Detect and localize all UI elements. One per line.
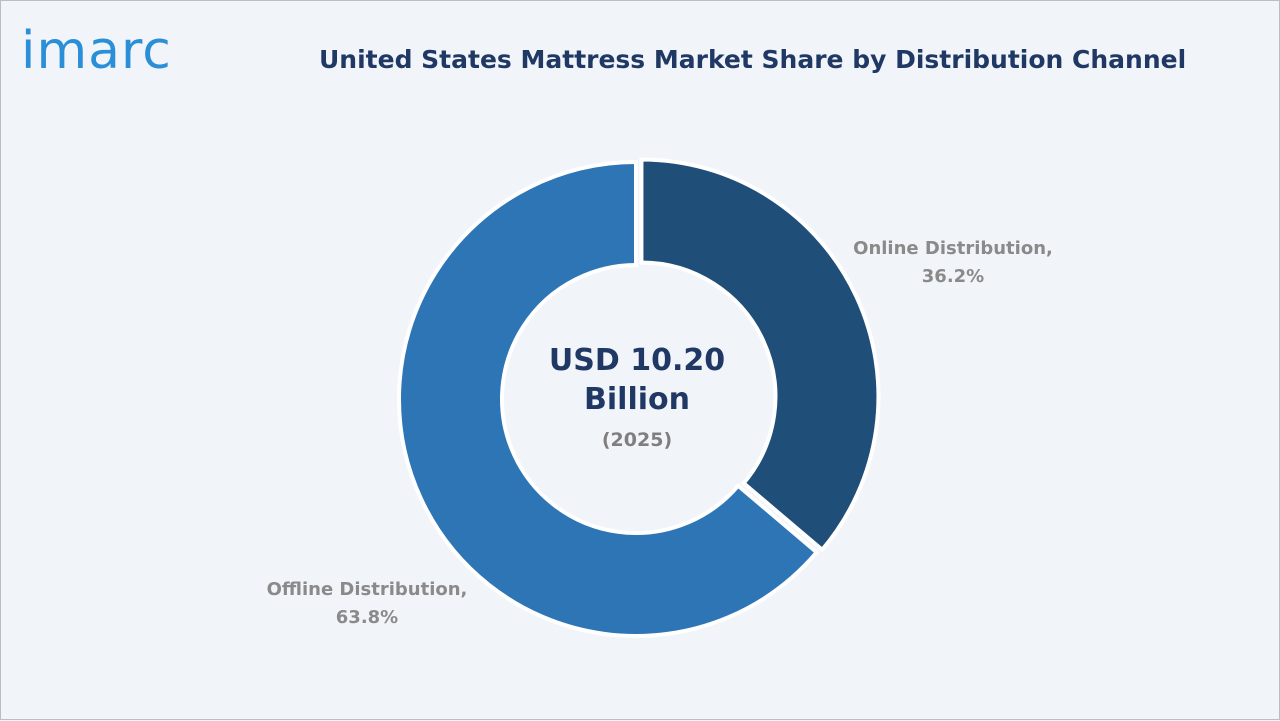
slice-label-online: Online Distribution, 36.2% [843,235,1063,291]
donut-center-text: USD 10.20 Billion (2025) [521,341,753,451]
donut-slice-online [639,157,881,553]
market-size-year: (2025) [601,429,673,451]
slice-label-online-name: Online Distribution, [853,238,1053,259]
slice-label-offline: Offline Distribution, 63.8% [257,576,477,632]
market-size-value: USD 10.20 Billion [548,343,726,417]
imarc-logo: imarc [21,21,172,81]
slice-label-offline-name: Offline Distribution, [266,579,468,600]
chart-title: United States Mattress Market Share by D… [319,45,1187,74]
slice-label-online-value: 36.2% [921,265,985,287]
slice-label-offline-value: 63.8% [335,606,399,628]
donut-slice-offline [397,159,820,638]
